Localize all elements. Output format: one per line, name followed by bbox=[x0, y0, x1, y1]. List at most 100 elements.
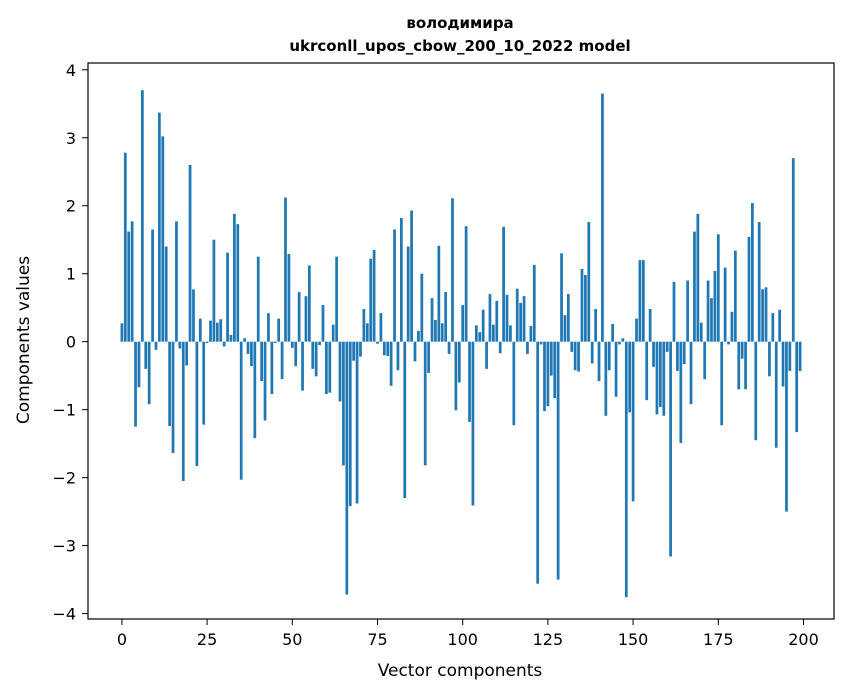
bar bbox=[195, 341, 199, 467]
bar bbox=[188, 164, 192, 342]
chart-title-line-2: ukrconll_upos_cbow_200_10_2022 model bbox=[289, 37, 630, 55]
bar bbox=[229, 334, 233, 342]
bar bbox=[604, 341, 608, 416]
bar bbox=[263, 341, 267, 421]
bar bbox=[655, 341, 659, 415]
bar bbox=[556, 341, 560, 580]
bar bbox=[488, 294, 492, 342]
bar bbox=[757, 222, 761, 342]
bar bbox=[437, 245, 441, 342]
x-tick-label: 125 bbox=[533, 630, 564, 649]
chart-title-line-1: володимира bbox=[406, 14, 513, 32]
bar bbox=[798, 341, 802, 371]
bar bbox=[532, 264, 536, 342]
bar bbox=[256, 256, 260, 342]
bar bbox=[382, 341, 386, 356]
bar bbox=[178, 341, 182, 349]
bar bbox=[536, 341, 540, 584]
x-tick-label: 50 bbox=[282, 630, 302, 649]
bar bbox=[226, 252, 229, 342]
bar bbox=[652, 341, 655, 367]
bar bbox=[140, 90, 144, 342]
bar bbox=[768, 341, 771, 377]
bar bbox=[788, 341, 792, 371]
bar-series bbox=[120, 90, 802, 598]
bar bbox=[277, 318, 281, 342]
bar bbox=[314, 341, 318, 377]
bar bbox=[400, 217, 403, 342]
bar bbox=[774, 341, 778, 448]
bar bbox=[580, 268, 584, 342]
bar bbox=[198, 318, 202, 342]
y-tick-label: 0 bbox=[66, 333, 76, 352]
bar bbox=[127, 231, 131, 342]
bar bbox=[246, 341, 250, 354]
bar bbox=[689, 341, 693, 405]
y-tick-label: 2 bbox=[66, 197, 76, 216]
bar bbox=[699, 322, 703, 342]
bar bbox=[601, 93, 604, 342]
bar bbox=[795, 341, 799, 433]
bar bbox=[706, 280, 710, 342]
bar bbox=[359, 341, 362, 357]
bar bbox=[270, 341, 274, 395]
y-axis-ticks: −4 −3 −2 −1 0 1 2 3 4 bbox=[52, 61, 88, 624]
bar bbox=[478, 332, 482, 342]
bar bbox=[239, 341, 243, 480]
bar bbox=[543, 341, 546, 412]
bar bbox=[570, 341, 574, 352]
bar bbox=[318, 341, 321, 346]
bar bbox=[665, 341, 669, 352]
bar bbox=[325, 341, 328, 395]
bar bbox=[287, 254, 291, 342]
bar bbox=[215, 322, 219, 342]
bar bbox=[137, 341, 141, 388]
y-tick-label: −1 bbox=[52, 401, 76, 420]
bar bbox=[495, 300, 499, 342]
bar bbox=[672, 281, 676, 342]
bar bbox=[430, 298, 434, 342]
bar bbox=[631, 341, 635, 502]
bar bbox=[512, 341, 516, 426]
bar bbox=[747, 237, 751, 342]
bar bbox=[301, 341, 304, 391]
bar bbox=[549, 341, 553, 376]
bar bbox=[389, 341, 393, 386]
bar bbox=[219, 319, 223, 342]
bar bbox=[280, 341, 284, 380]
bar bbox=[185, 341, 189, 366]
bar bbox=[345, 341, 349, 595]
bar bbox=[260, 341, 263, 382]
bar bbox=[713, 270, 717, 342]
bar bbox=[529, 326, 533, 342]
bar bbox=[175, 221, 178, 342]
bar bbox=[645, 341, 649, 401]
bar bbox=[417, 330, 420, 342]
x-tick-label: 75 bbox=[367, 630, 387, 649]
bar bbox=[209, 320, 212, 342]
x-tick-label: 100 bbox=[447, 630, 478, 649]
bar bbox=[635, 318, 638, 342]
bar bbox=[379, 313, 383, 342]
y-tick-label: −4 bbox=[52, 605, 76, 624]
bar bbox=[181, 341, 185, 482]
bar bbox=[621, 338, 625, 342]
bar bbox=[423, 341, 427, 466]
bar bbox=[539, 341, 543, 345]
plot-frame bbox=[87, 62, 835, 620]
bar bbox=[584, 275, 587, 342]
bar bbox=[464, 226, 468, 342]
bar bbox=[669, 341, 672, 557]
bar bbox=[686, 280, 689, 342]
bar bbox=[720, 341, 724, 426]
bar bbox=[164, 246, 168, 342]
bar bbox=[515, 288, 519, 342]
bar bbox=[553, 341, 557, 399]
bar bbox=[304, 296, 308, 342]
bar bbox=[682, 341, 686, 365]
bar bbox=[420, 273, 424, 342]
bar bbox=[365, 323, 369, 342]
bar bbox=[144, 341, 148, 369]
bar bbox=[611, 324, 615, 342]
y-tick-label: −3 bbox=[52, 537, 76, 556]
